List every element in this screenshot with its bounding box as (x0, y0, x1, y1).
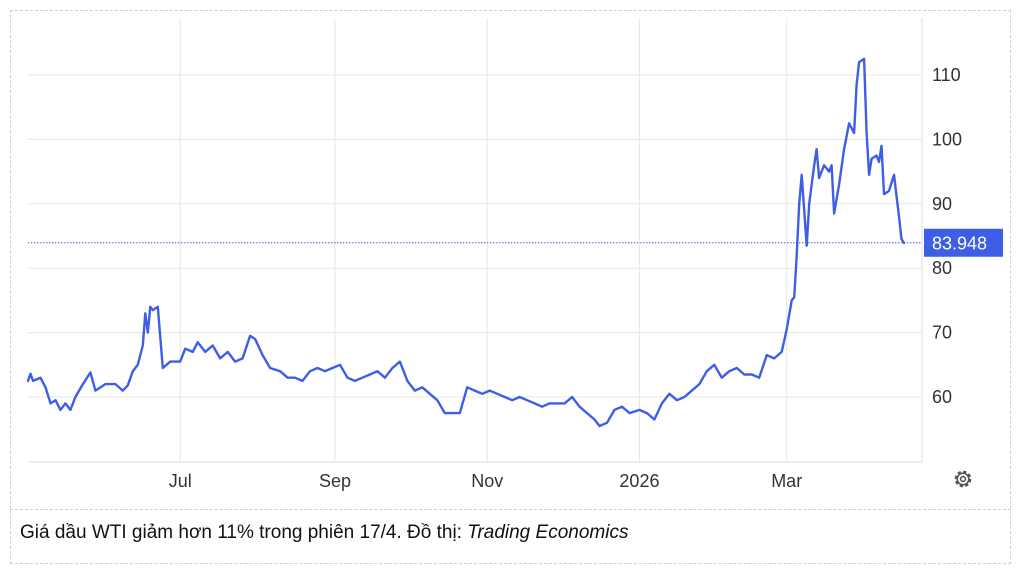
caption-divider (10, 509, 1011, 510)
series-layer (26, 57, 906, 428)
chart-caption: Giá dầu WTI giảm hơn 11% trong phiên 17/… (20, 522, 628, 544)
caption-text: Giá dầu WTI giảm hơn 11% trong phiên 17/… (20, 522, 468, 543)
y-tick-label: 90 (932, 194, 952, 214)
x-tick-label: Nov (471, 471, 503, 491)
last-value-badge-bg (924, 228, 1003, 257)
x-tick-label: Sep (319, 471, 351, 491)
y-tick-label: 80 (932, 258, 952, 278)
y-tick-label: 60 (932, 387, 952, 407)
y-tick-label: 100 (932, 129, 962, 149)
x-tick-label: Jul (169, 471, 192, 491)
axes: Jul Sep Nov 2026 Mar 60 70 80 90 100 110 (28, 18, 962, 491)
gear-icon[interactable] (954, 470, 972, 488)
x-tick-label: 2026 (619, 471, 659, 491)
chart-frame (10, 10, 1011, 564)
grid-lines (28, 18, 922, 462)
last-value-badge: 83.948 (924, 228, 1003, 257)
last-value-badge-text: 83.948 (932, 233, 987, 253)
wti-price-line (26, 57, 906, 428)
caption-source: Trading Economics (467, 522, 629, 543)
y-tick-label: 110 (932, 65, 961, 85)
x-tick-label: Mar (771, 471, 802, 491)
y-tick-label: 70 (932, 323, 952, 343)
wti-price-chart: Jul Sep Nov 2026 Mar 60 70 80 90 100 110 83.948 (26, 18, 1003, 491)
